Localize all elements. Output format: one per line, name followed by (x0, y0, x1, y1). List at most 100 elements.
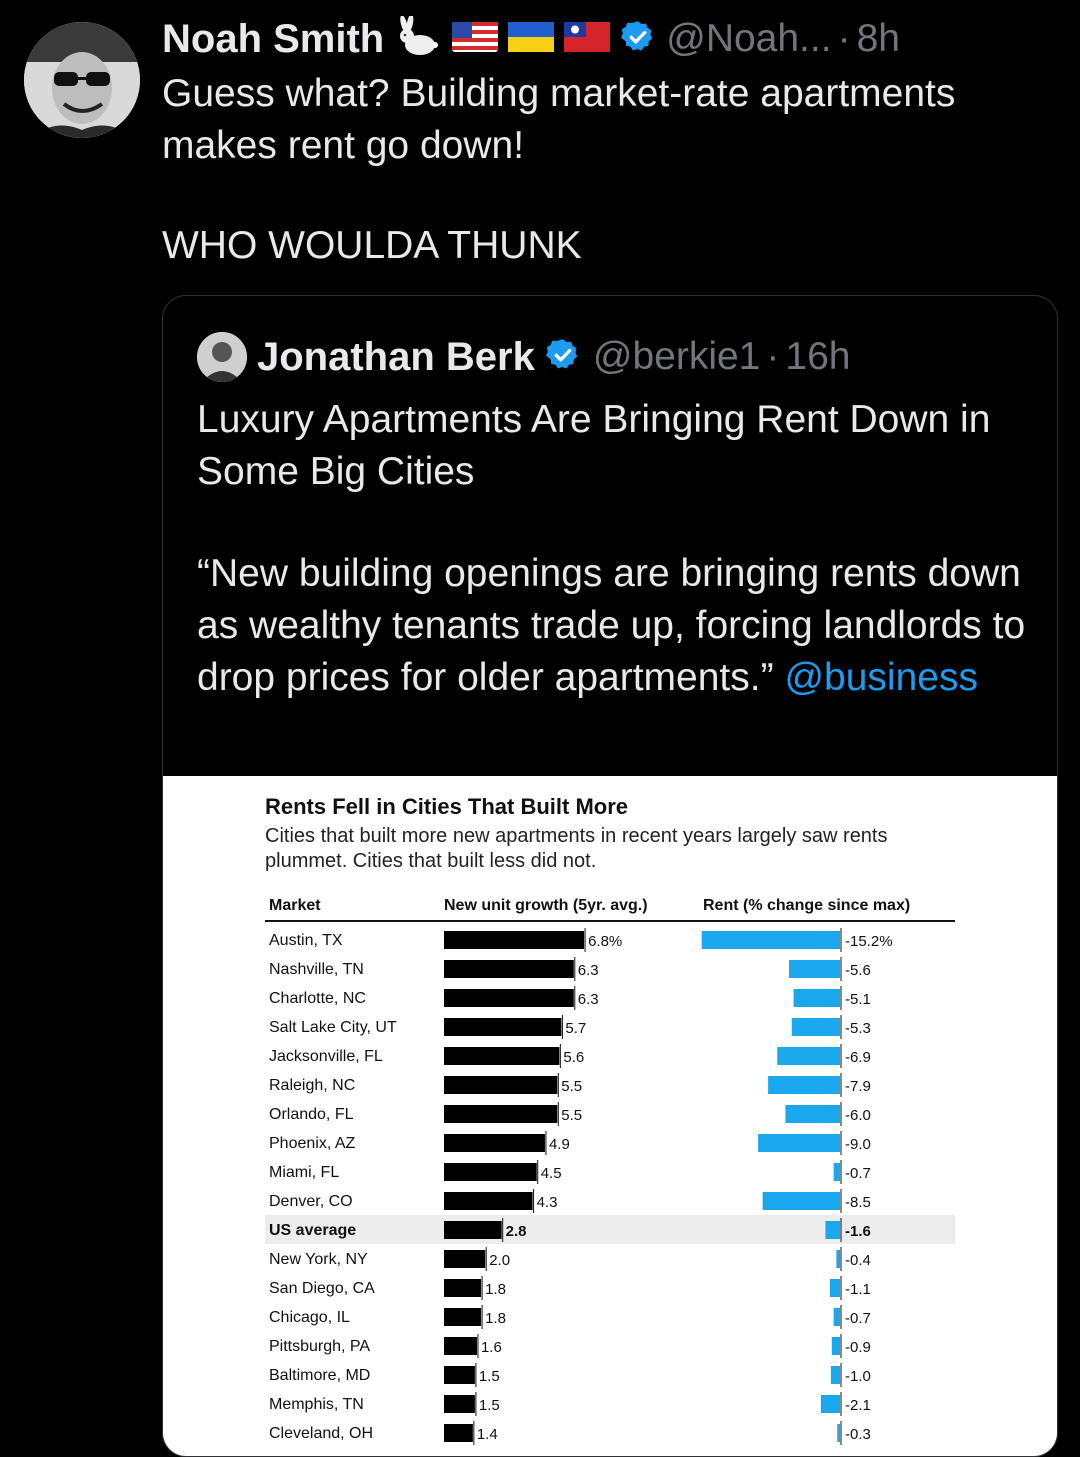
rent-value-label: -1.6 (845, 1223, 871, 1240)
quoted-body: “New building openings are bringing rent… (197, 548, 1037, 704)
growth-value-label: 2.0 (489, 1252, 510, 1269)
growth-value-label: 1.8 (485, 1310, 506, 1327)
rent-value-label: -5.1 (845, 991, 871, 1008)
rent-value-label: -9.0 (845, 1136, 871, 1153)
growth-value-label: 1.6 (481, 1339, 502, 1356)
chart-image[interactable]: Rents Fell in Cities That Built More Cit… (163, 776, 1057, 1456)
quoted-author-handle[interactable]: @berkie1 (592, 335, 761, 378)
quoted-author-name[interactable]: Jonathan Berk (257, 334, 535, 379)
growth-value-label: 1.5 (479, 1397, 500, 1414)
growth-bar (444, 1308, 482, 1326)
market-label: Chicago, IL (269, 1309, 350, 1326)
author-handle[interactable]: @Noah... (666, 17, 832, 60)
growth-value-label: 5.5 (561, 1107, 582, 1124)
rent-value-label: -0.4 (845, 1252, 871, 1269)
tweet-header: Noah Smith (162, 13, 900, 64)
tweet-text-shout: WHO WOULDA THUNK (162, 224, 582, 267)
tweet-time[interactable]: 8h (856, 17, 900, 60)
growth-value-label: 1.8 (485, 1281, 506, 1298)
rent-value-label: -0.9 (845, 1339, 871, 1356)
taiwan-flag-icon (564, 21, 611, 57)
rent-bar (789, 960, 840, 978)
rent-bar (836, 1250, 840, 1268)
rent-value-label: -0.7 (845, 1310, 871, 1327)
growth-bar (444, 931, 585, 949)
growth-value-label: 5.6 (563, 1049, 584, 1066)
rent-value-label: -1.1 (845, 1281, 871, 1298)
market-label: Orlando, FL (269, 1106, 354, 1123)
growth-value-label: 4.9 (549, 1136, 570, 1153)
rent-bar (793, 989, 840, 1007)
growth-value-label: 1.4 (477, 1426, 498, 1443)
market-label: Nashville, TN (269, 961, 364, 978)
rent-bar (825, 1221, 840, 1239)
rent-value-label: -5.3 (845, 1020, 871, 1037)
rent-value-label: -7.9 (845, 1078, 871, 1095)
growth-value-label: 4.3 (537, 1194, 558, 1211)
growth-bar (444, 1250, 486, 1268)
rent-bar (820, 1395, 840, 1413)
rent-value-label: -5.6 (845, 962, 871, 979)
market-label: US average (269, 1222, 356, 1239)
mention-link[interactable]: @business (784, 656, 978, 699)
rent-bar (830, 1366, 840, 1384)
rent-bar (829, 1279, 840, 1297)
growth-value-label: 4.5 (541, 1165, 562, 1182)
market-label: Jacksonville, FL (269, 1048, 383, 1065)
growth-bar (444, 1192, 533, 1210)
growth-value-label: 6.8% (588, 933, 622, 950)
verified-badge-icon[interactable] (545, 337, 581, 378)
author-name[interactable]: Noah Smith (162, 16, 385, 61)
separator-dot: · (837, 17, 851, 60)
growth-value-label: 1.5 (479, 1368, 500, 1385)
rabbit-emoji (394, 13, 442, 63)
rent-bar (758, 1134, 840, 1152)
rent-bar (837, 1424, 840, 1442)
verified-badge-icon[interactable] (620, 19, 656, 60)
market-label: Raleigh, NC (269, 1077, 355, 1094)
rent-bar (833, 1163, 840, 1181)
quoted-tweet-card[interactable]: Jonathan Berk @berkie1 · 16h Luxury Apar… (162, 295, 1058, 1457)
market-label: Phoenix, AZ (269, 1135, 356, 1152)
growth-value-label: 6.3 (578, 962, 599, 979)
market-label: Denver, CO (269, 1193, 353, 1210)
tweet-text-line: Guess what? Building market-rate apartme… (162, 72, 956, 115)
growth-bar (444, 1337, 477, 1355)
chart-subtitle: Cities that built more new apartments in… (265, 825, 888, 872)
rent-bar (768, 1076, 840, 1094)
rent-value-label: -6.0 (845, 1107, 871, 1124)
rent-value-label: -0.7 (845, 1165, 871, 1182)
growth-bar (444, 1366, 475, 1384)
rent-bar (831, 1337, 840, 1355)
rent-bar (777, 1047, 840, 1065)
growth-bar (444, 1395, 475, 1413)
market-label: Miami, FL (269, 1164, 339, 1181)
rent-value-label: -0.3 (845, 1426, 871, 1443)
growth-bar (444, 1221, 502, 1239)
growth-value-label: 2.8 (506, 1223, 527, 1240)
market-label: Salt Lake City, UT (269, 1019, 397, 1036)
author-avatar[interactable] (24, 22, 140, 138)
rent-bar (791, 1018, 840, 1036)
chart-rows: Austin, TX 6.8% -15.2% Nashville, TN 6.3 -5.6… (265, 928, 955, 1445)
rent-bar (785, 1105, 840, 1123)
rent-value-label: -2.1 (845, 1397, 871, 1414)
quoted-quote-text: “New building openings are bringing rent… (197, 552, 1026, 699)
growth-bar (444, 1018, 562, 1036)
quoted-avatar[interactable] (197, 332, 247, 382)
quoted-headline: Luxury Apartments Are Bringing Rent Down… (197, 398, 991, 493)
growth-bar (444, 989, 574, 1007)
tweet-text: Guess what? Building market-rate apartme… (162, 68, 1042, 172)
growth-value-label: 6.3 (578, 991, 599, 1008)
growth-value-label: 5.7 (565, 1020, 586, 1037)
rent-bar (762, 1192, 840, 1210)
quoted-time[interactable]: 16h (785, 335, 851, 378)
quoted-header: Jonathan Berk @berkie1 · 16h (197, 328, 850, 386)
growth-bar (444, 1424, 473, 1442)
market-label: Cleveland, OH (269, 1425, 373, 1442)
rent-value-label: -15.2% (845, 933, 893, 950)
us-flag-icon (452, 21, 499, 57)
growth-bar (444, 1279, 482, 1297)
rent-value-label: -8.5 (845, 1194, 871, 1211)
rent-value-label: -1.0 (845, 1368, 871, 1385)
